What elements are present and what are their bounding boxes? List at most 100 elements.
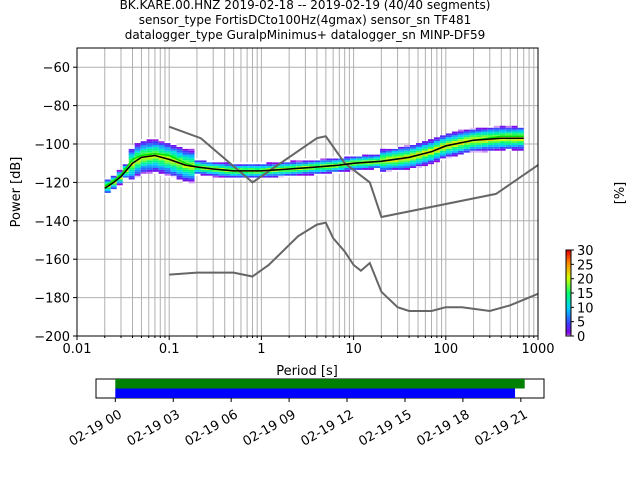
heatmap-cell [134, 169, 141, 172]
heatmap-cell [224, 166, 231, 168]
heatmap-cell [170, 148, 177, 151]
heatmap-cell [475, 150, 482, 153]
heatmap-cell [104, 181, 111, 184]
heatmap-cell [457, 150, 464, 153]
heatmap-cell [248, 162, 255, 165]
heatmap-cell [433, 150, 440, 153]
heatmap-cell [499, 125, 506, 128]
heatmap-cell [457, 139, 464, 142]
heatmap-cell [409, 144, 416, 147]
heatmap-cell [152, 148, 159, 151]
heatmap-cell [338, 160, 345, 163]
heatmap-cell [439, 143, 446, 145]
heatmap-cell [314, 169, 321, 172]
heatmap-cell [152, 144, 159, 147]
colorbar-segment [566, 303, 571, 305]
colorbar-segment [566, 308, 571, 311]
heatmap-cell [439, 154, 446, 157]
heatmap-cell [511, 129, 518, 132]
heatmap-cell [146, 139, 153, 142]
heatmap-cell [427, 139, 434, 142]
y-tick-label: −160 [34, 253, 70, 268]
heatmap-cell [451, 146, 458, 149]
heatmap-cell [451, 131, 458, 134]
heatmap-cell [260, 166, 267, 168]
heatmap-cell [457, 131, 464, 134]
heatmap-cell [164, 160, 171, 163]
heatmap-cell [469, 131, 476, 134]
heatmap-cell [380, 166, 387, 168]
heatmap-cell [182, 171, 189, 174]
heatmap-cell [505, 141, 512, 144]
heatmap-cell [392, 169, 399, 172]
heatmap-cell [158, 148, 165, 151]
heatmap-cell [170, 144, 177, 147]
heatmap-cell [350, 164, 357, 167]
heatmap-cell [254, 162, 261, 165]
heatmap-cell [146, 150, 153, 153]
heatmap-cell [146, 148, 153, 151]
heatmap-cell [493, 146, 500, 149]
heatmap-cell [481, 127, 488, 130]
heatmap-cell [158, 158, 165, 161]
heatmap-cell [445, 139, 452, 142]
heatmap-cell [398, 160, 405, 163]
colorbar-segment [566, 265, 571, 268]
heatmap-cell [463, 137, 470, 140]
heatmap-cell [326, 160, 333, 163]
time-coverage-axis: 02-19 00 02-19 03 02-19 06 02-19 09 02-19 12… [67, 378, 545, 450]
heatmap-cell [284, 160, 291, 163]
heatmap-cell [146, 168, 153, 170]
heatmap-cell [409, 146, 416, 149]
heatmap-cell [380, 152, 387, 155]
heatmap-cell [164, 166, 171, 168]
heatmap-cell [499, 131, 506, 134]
heatmap-cell [188, 177, 195, 180]
heatmap-cell [212, 164, 219, 167]
heatmap-cell [451, 148, 458, 151]
heatmap-cell [134, 150, 141, 153]
heatmap-cell [242, 173, 249, 176]
heatmap-cell [409, 164, 416, 167]
heatmap-cell [380, 164, 387, 167]
heatmap-cell [272, 162, 279, 165]
colorbar-segment [566, 328, 571, 331]
heatmap-cell [134, 171, 141, 174]
heatmap-cell [188, 160, 195, 163]
y-tick-label: −120 [34, 176, 70, 191]
heatmap-cell [463, 133, 470, 136]
colorbar-segment [566, 261, 571, 264]
heatmap-cell [475, 146, 482, 149]
y-tick-label: −180 [34, 292, 70, 307]
heatmap-cell [146, 137, 153, 140]
heatmap-cell [439, 139, 446, 142]
heatmap-cell [128, 154, 135, 157]
heatmap-cell [146, 156, 153, 159]
heatmap-cell [463, 148, 470, 151]
heatmap-cell [158, 143, 165, 145]
heatmap-cell [248, 168, 255, 170]
heatmap-cell [493, 125, 500, 128]
heatmap-cell [260, 177, 267, 180]
heatmap-cell [152, 164, 159, 167]
heatmap-cell [362, 154, 369, 157]
heatmap-cell [188, 166, 195, 168]
heatmap-cell [152, 171, 159, 174]
heatmap-cell [152, 166, 159, 168]
heatmap-cell [170, 173, 177, 176]
heatmap-cell [398, 166, 405, 168]
heatmap-cell [457, 133, 464, 136]
heatmap-cell [146, 143, 153, 145]
heatmap-cell [427, 156, 434, 159]
heatmap-cell [206, 171, 213, 174]
colorbar-segment [566, 323, 571, 326]
title-line-2: sensor_type FortisDCto100Hz(4gmax) senso… [139, 13, 471, 27]
heatmap-cell [344, 158, 351, 161]
heatmap-cell [140, 171, 147, 174]
heatmap-cell [499, 129, 506, 132]
heatmap-cell [463, 146, 470, 149]
heatmap-cell [517, 127, 524, 130]
heatmap-cell [481, 148, 488, 151]
heatmap-cell [146, 144, 153, 147]
